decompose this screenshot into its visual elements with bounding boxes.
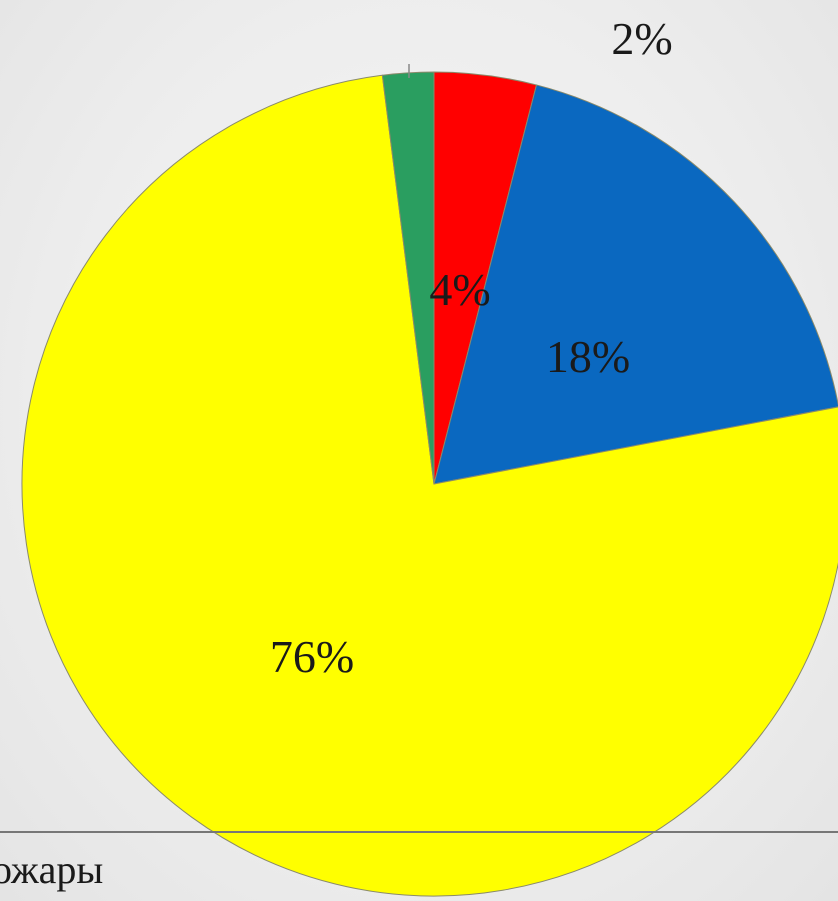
slice-2pct: [381, 71, 435, 485]
legend-entry-text: ожары: [0, 847, 104, 892]
slice-76pct: [21, 74, 838, 897]
slice-label-4pct: 4%: [429, 264, 490, 315]
slice-label-76pct: 76%: [270, 631, 354, 682]
pie-slices: [21, 71, 838, 897]
slice-18pct: [433, 84, 838, 485]
slice-label-18pct: 18%: [546, 331, 630, 382]
slice-label-2pct: 2%: [611, 13, 672, 64]
